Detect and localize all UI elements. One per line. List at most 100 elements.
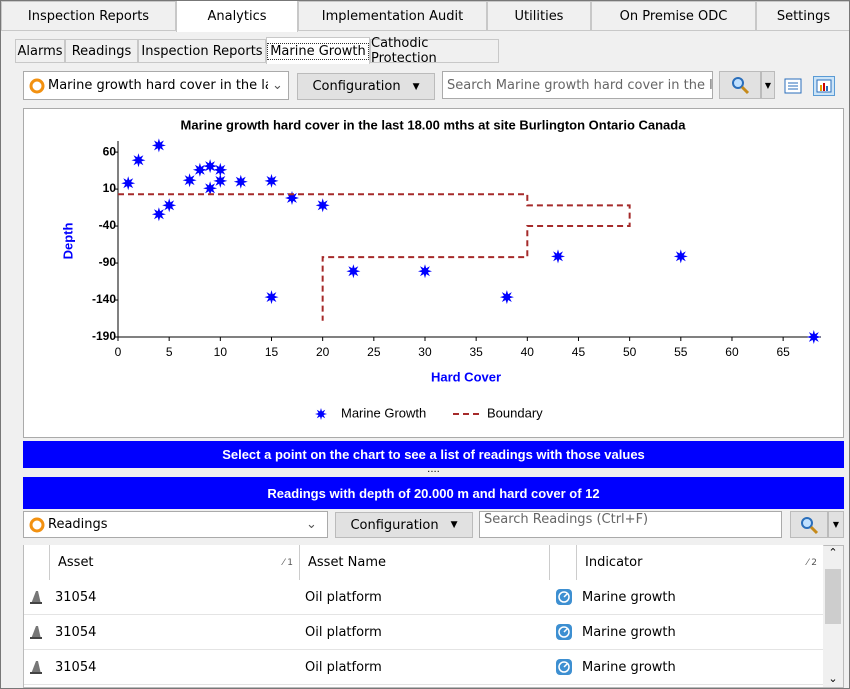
- data-point: [213, 173, 228, 188]
- data-point: [285, 191, 299, 205]
- data-point: [151, 138, 166, 153]
- dropdown-icon: [29, 78, 45, 93]
- asset-icon: [24, 650, 50, 685]
- tab[interactable]: Settings: [756, 1, 849, 31]
- sub-tab[interactable]: Cathodic Protection: [370, 36, 499, 66]
- button-arrow: ▼: [412, 81, 420, 92]
- y-tick-label: -140: [92, 292, 116, 306]
- tab[interactable]: Inspection Reports: [1, 1, 176, 31]
- select-banner: Select a point on the chart to see a lis…: [23, 441, 844, 468]
- chart-view-icon[interactable]: [813, 76, 835, 96]
- dropdown-icon: [29, 517, 45, 532]
- asset-cell: 31054: [50, 580, 300, 615]
- asset-icon: [24, 615, 50, 650]
- x-tick-label: 10: [214, 345, 228, 359]
- data-point: [162, 198, 177, 213]
- tab[interactable]: Implementation Audit: [298, 1, 487, 31]
- scroll-thumb[interactable]: [825, 569, 841, 624]
- indicator-icon-glyph: [556, 659, 572, 675]
- search-options[interactable]: ▼: [761, 71, 775, 99]
- sort-number: 2: [811, 557, 817, 568]
- data-point: [346, 264, 361, 279]
- tab[interactable]: On Premise ODC: [591, 1, 756, 31]
- search-options[interactable]: ▼: [828, 511, 844, 538]
- sort-number: 1: [287, 557, 293, 568]
- asset-cell: 31054: [50, 615, 300, 650]
- sub-tab[interactable]: Inspection Reports: [138, 39, 266, 63]
- configuration-button[interactable]: Configuration ▼: [335, 512, 473, 538]
- x-tick-label: 0: [115, 345, 122, 359]
- asset-name-cell: Oil platform: [300, 615, 550, 650]
- sub-tab-label[interactable]: Marine Growth: [267, 42, 369, 60]
- column-label: Indicator: [585, 555, 643, 570]
- y-tick-label: -190: [92, 329, 116, 343]
- legend-label: Boundary: [487, 405, 543, 420]
- column-header[interactable]: Indicator ⁄ 2: [577, 545, 824, 580]
- asset-cell: 31054: [50, 650, 300, 685]
- x-tick-label: 20: [316, 345, 330, 359]
- sub-tab[interactable]: Readings: [65, 39, 138, 63]
- tab-selected[interactable]: Analytics: [176, 1, 298, 32]
- x-tick-label: 35: [469, 345, 483, 359]
- legend-label: Marine Growth: [341, 405, 426, 420]
- y-tick-label: -40: [99, 218, 117, 232]
- indicator-icon-glyph: [556, 624, 572, 640]
- column-header[interactable]: Asset ⁄ 1: [50, 545, 300, 580]
- x-tick-label: 5: [166, 345, 173, 359]
- search-button[interactable]: [790, 511, 828, 538]
- data-point: [182, 173, 197, 188]
- indicator-icon-glyph: [556, 589, 572, 605]
- dropdown-arrow: ⌄: [306, 517, 317, 532]
- scrollbar[interactable]: ⌃ ⌄: [823, 546, 843, 687]
- indicator-icon: [550, 650, 577, 685]
- report-dropdown[interactable]: Marine growth hard cover in the las ⌄: [23, 71, 289, 100]
- data-point: [213, 162, 228, 177]
- asset-name-cell: Oil platform: [300, 580, 550, 615]
- sub-tab[interactable]: Alarms: [15, 39, 65, 63]
- configuration-button[interactable]: Configuration ▼: [297, 73, 435, 100]
- x-tick-label: 15: [265, 345, 279, 359]
- sort-order: ⁄ 2: [806, 557, 817, 568]
- data-point: [233, 174, 248, 189]
- search-box[interactable]: Search Readings (Ctrl+F): [479, 511, 782, 538]
- indicator-cell: Marine growth: [577, 615, 823, 650]
- splitter[interactable]: ....: [427, 464, 440, 475]
- dropdown-text: Readings: [48, 517, 108, 532]
- button-arrow: ▼: [450, 520, 458, 530]
- sub-tab-selected[interactable]: Marine Growth: [266, 37, 370, 64]
- chart-title: Marine growth hard cover in the last 18.…: [181, 117, 687, 132]
- chart-panel: Marine growth hard cover in the last 18.…: [23, 108, 844, 438]
- y-tick-label: -90: [99, 255, 117, 269]
- row-header-corner: [24, 545, 50, 580]
- readings-dropdown[interactable]: Readings ⌄: [23, 511, 328, 538]
- sort-order: ⁄ 1: [282, 557, 293, 568]
- x-tick-label: 55: [674, 345, 688, 359]
- list-view-icon[interactable]: [784, 78, 802, 94]
- asset-icon: [24, 580, 50, 615]
- dropdown-arrow: ⌄: [272, 78, 283, 93]
- search-box[interactable]: Search Marine growth hard cover in the l…: [442, 71, 713, 99]
- column-header[interactable]: [550, 545, 577, 580]
- indicator-cell: Marine growth: [577, 650, 823, 685]
- chart: Marine growth hard cover in the last 18.…: [60, 117, 821, 420]
- magnifier-icon: [732, 77, 750, 95]
- scroll-down[interactable]: ⌄: [828, 672, 838, 685]
- indicator-icon: [550, 615, 577, 650]
- readings-banner: Readings with depth of 20.000 m and hard…: [23, 477, 844, 509]
- data-point: [418, 264, 432, 279]
- button-label: Configuration: [350, 517, 439, 533]
- asset-name-cell: Oil platform: [300, 650, 550, 685]
- asset-icon-glyph: [30, 661, 42, 674]
- search-button[interactable]: [719, 71, 761, 99]
- boundary-line: [118, 193, 631, 321]
- tab[interactable]: Utilities: [487, 1, 591, 31]
- scroll-up[interactable]: ⌃: [828, 546, 838, 559]
- x-tick-label: 30: [418, 345, 432, 359]
- data-point: [315, 198, 330, 213]
- asset-icon-glyph: [30, 626, 42, 639]
- button-label: Configuration: [312, 79, 401, 94]
- dropdown-text: Marine growth hard cover in the las: [48, 78, 268, 93]
- data-point: [203, 159, 218, 174]
- column-header[interactable]: Asset Name: [300, 545, 550, 580]
